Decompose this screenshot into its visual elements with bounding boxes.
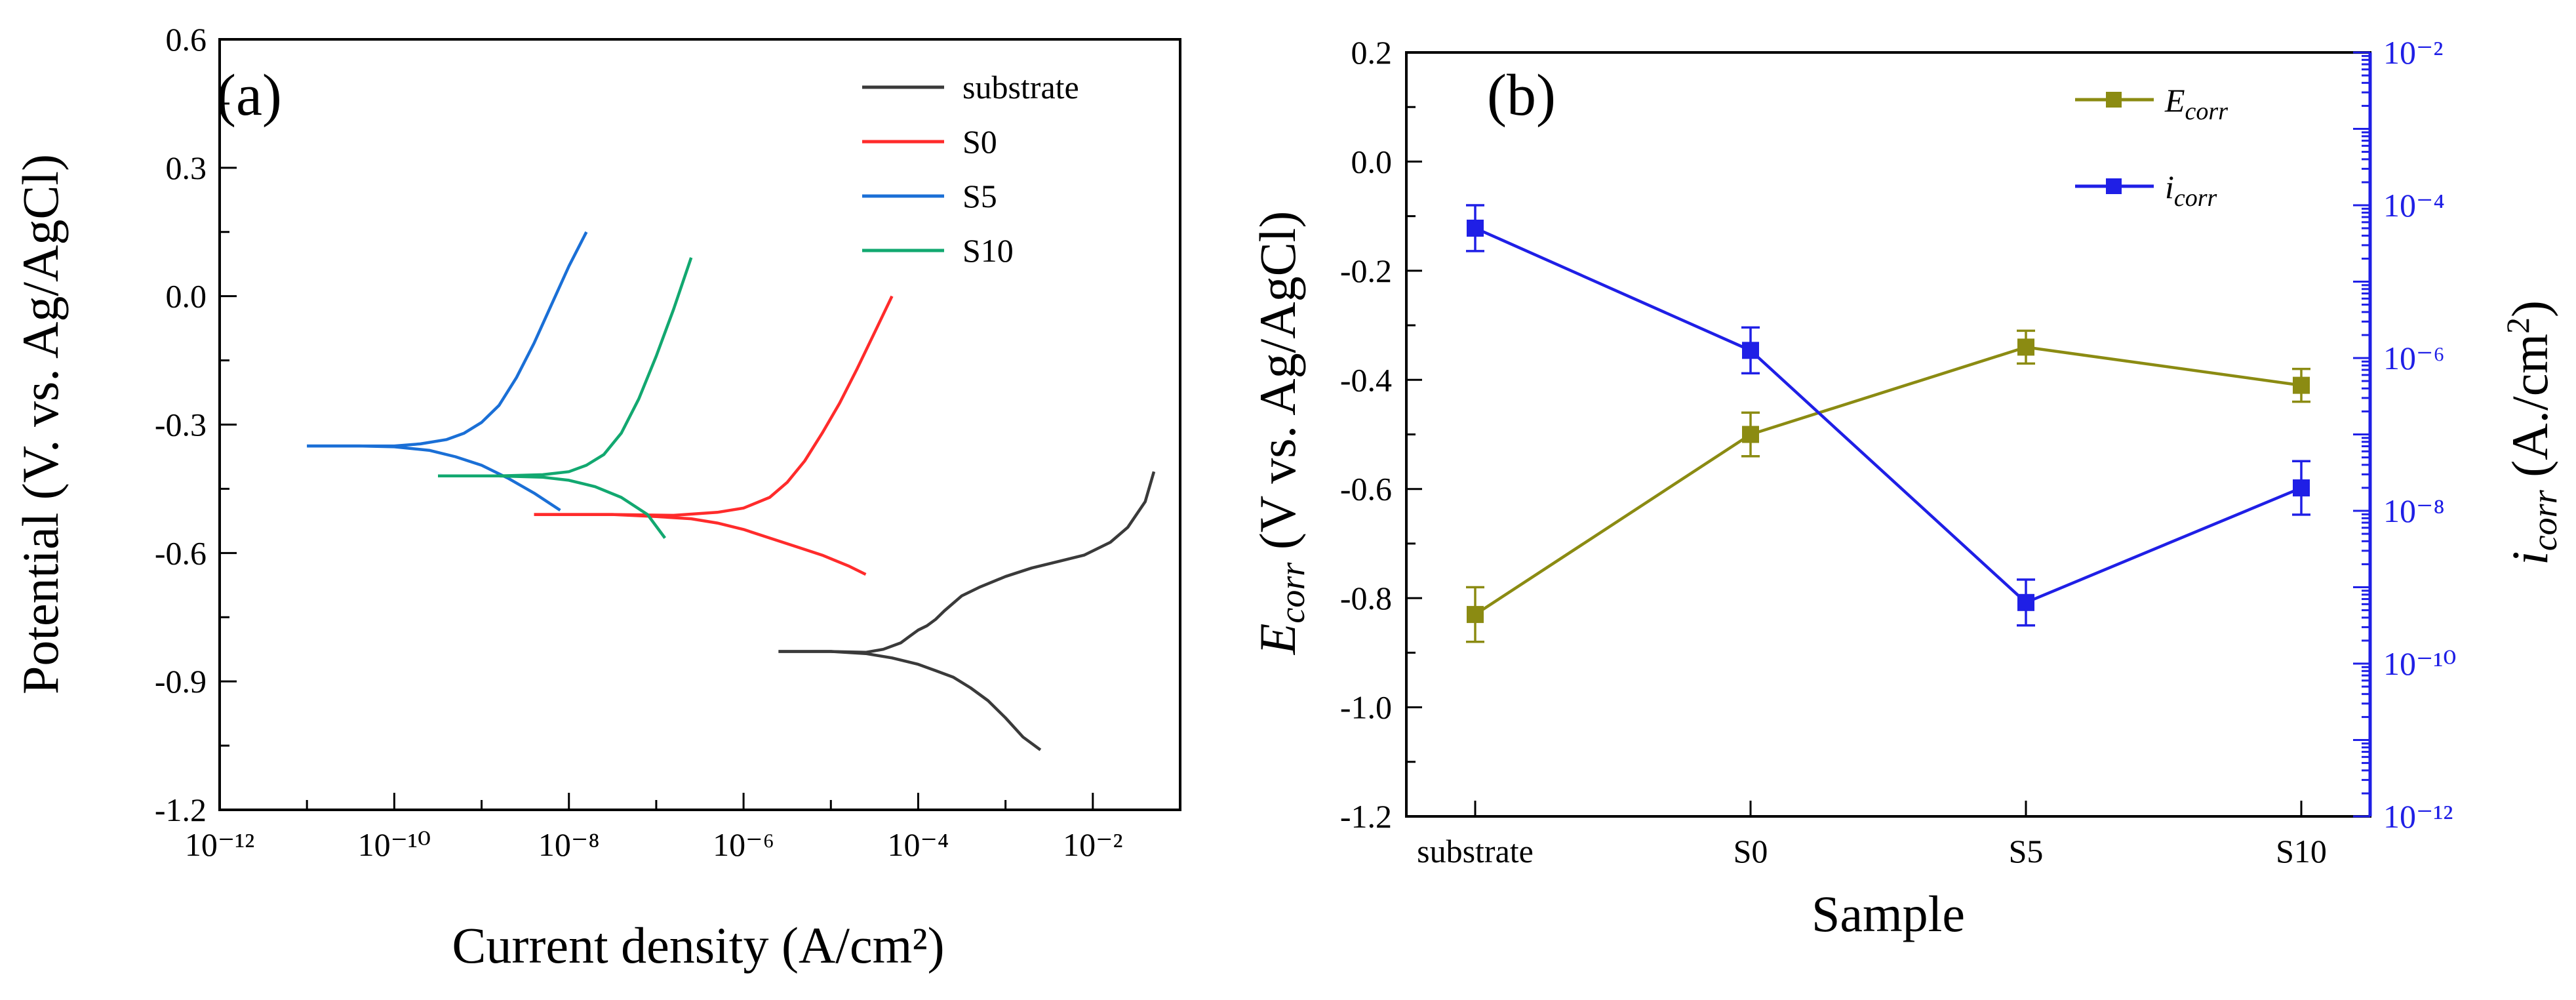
panel-a-y-ticks: -1.2 -0.9 -0.6 -0.3 0.0 0.3 0.6 bbox=[155, 21, 237, 828]
y-tick-label: 0.3 bbox=[166, 150, 207, 186]
y-tick-label: -0.3 bbox=[155, 407, 207, 443]
x-tick-label: 10⁻¹⁰ bbox=[358, 826, 431, 863]
panel-b-y2-axis-title: icorr (A./cm2) bbox=[2499, 300, 2564, 565]
series-line-ecorr bbox=[1474, 346, 2302, 616]
panel-b-series bbox=[1466, 204, 2310, 643]
panel-a-legend: substrate S0 S5 S10 bbox=[862, 69, 1079, 269]
panel-a-series bbox=[307, 231, 1156, 751]
y2-tick-label: 10⁻² bbox=[2383, 34, 2443, 71]
legend-label-substrate: substrate bbox=[962, 69, 1079, 106]
point-ecorr-s10 bbox=[2293, 376, 2310, 394]
panel-b-x-ticks: substrate S0 S5 S10 bbox=[1417, 801, 2327, 870]
panel-b-y2-title-main: i bbox=[2501, 551, 2558, 565]
panel-b-y2-title-close: ) bbox=[2501, 300, 2558, 317]
panel-b-y-axis-title: Ecorr (V vs. Ag/AgCl) bbox=[1249, 211, 1312, 656]
panel-b-y-title-main: E bbox=[1249, 624, 1306, 656]
point-icorr-s5 bbox=[2017, 593, 2034, 611]
legend-label-main: E bbox=[2164, 82, 2185, 119]
panel-a-frame bbox=[218, 38, 1181, 811]
category-label: S5 bbox=[2009, 833, 2044, 870]
curve-s0-cathodic bbox=[534, 513, 867, 576]
legend-label-main: i bbox=[2165, 169, 2174, 205]
point-ecorr-s0 bbox=[1742, 426, 1759, 443]
panel-b-y-title-rest: (V vs. Ag/AgCl) bbox=[1249, 211, 1306, 563]
curve-substrate-cathodic bbox=[778, 650, 1042, 751]
legend-label-icorr: icorr bbox=[2165, 169, 2217, 212]
y-tick-label: -0.6 bbox=[155, 534, 207, 571]
y2-tick-label: 10⁻¹² bbox=[2383, 798, 2453, 835]
category-label: S10 bbox=[2276, 833, 2327, 870]
legend-label-sub: corr bbox=[2185, 98, 2229, 125]
legend-label-sub: corr bbox=[2174, 184, 2217, 212]
legend-marker-ecorr bbox=[2106, 92, 2122, 108]
y-tick-label: 0.0 bbox=[1351, 143, 1393, 180]
y-tick-label: -0.8 bbox=[1340, 580, 1392, 616]
panel-a: (a) 10⁻¹² 10⁻¹⁰ 10⁻⁸ 10⁻⁶ 10⁻⁴ 10⁻² -1.2-0.9-… bbox=[12, 21, 1181, 974]
y2-tick-label: 10⁻¹⁰ bbox=[2383, 645, 2456, 682]
y-tick-label: -1.0 bbox=[1340, 689, 1392, 726]
legend-label-s10: S10 bbox=[962, 232, 1014, 269]
x-tick-label: 10⁻⁴ bbox=[888, 826, 949, 863]
y2-tick-label: 10⁻⁴ bbox=[2383, 187, 2445, 224]
curve-s5-anodic bbox=[307, 231, 588, 448]
panel-a-x-ticks: 10⁻¹² 10⁻¹⁰ 10⁻⁸ 10⁻⁶ 10⁻⁴ 10⁻² bbox=[185, 793, 1181, 863]
panel-b-y2-title-rest: (A./cm bbox=[2501, 334, 2558, 490]
y-tick-label: -1.2 bbox=[1340, 798, 1392, 835]
category-label: substrate bbox=[1417, 833, 1534, 870]
panel-b-label: (b) bbox=[1487, 63, 1556, 128]
y-tick-label: -0.4 bbox=[1340, 361, 1392, 398]
panel-a-label: (a) bbox=[216, 63, 282, 128]
panel-b-y-ticks: -1.2 -1.0 -0.8 -0.6 -0.4 -0.2 0.0 0.2 bbox=[1340, 34, 1422, 835]
point-icorr-s0 bbox=[1742, 342, 1759, 359]
category-label: S0 bbox=[1734, 833, 1768, 870]
legend-label-ecorr: Ecorr bbox=[2164, 82, 2228, 125]
x-tick-label: 10⁻² bbox=[1063, 826, 1122, 863]
curve-s5-cathodic bbox=[307, 444, 561, 511]
panel-b-y2-title-sup: 2 bbox=[2499, 317, 2536, 334]
point-icorr-substrate bbox=[1467, 219, 1484, 237]
panel-a-x-axis-title: Current density (A/cm²) bbox=[452, 917, 944, 974]
y-tick-label: -1.2 bbox=[155, 791, 207, 828]
y2-tick-label: 10⁻⁸ bbox=[2383, 492, 2445, 529]
x-tick-label: 10⁻¹² bbox=[185, 826, 254, 863]
legend-marker-icorr bbox=[2106, 178, 2122, 194]
curve-s10-cathodic bbox=[438, 474, 667, 539]
point-icorr-s10 bbox=[2293, 479, 2310, 497]
y-tick-label: 0.0 bbox=[166, 278, 207, 315]
y-tick-label: -0.2 bbox=[1340, 252, 1392, 289]
y2-tick-label: 10⁻⁶ bbox=[2383, 340, 2445, 376]
panel-b: (b) substrate S0 S5 S10 -1.2 -1.0 -0.8 -0.6 -0.… bbox=[1249, 34, 2564, 942]
curve-s10-anodic bbox=[438, 257, 693, 478]
panel-b-y2-ticks: 10⁻¹² 10⁻¹⁰ 10⁻⁸ 10⁻⁶ 10⁻⁴ 10⁻² bbox=[2353, 34, 2456, 835]
panel-a-y-axis-title: Potential (V. vs. Ag/AgCl) bbox=[12, 154, 69, 694]
y-tick-label: -0.9 bbox=[155, 663, 207, 700]
legend-label-s0: S0 bbox=[962, 123, 997, 160]
panel-b-y2-title-sub: corr bbox=[2525, 489, 2564, 551]
point-ecorr-s5 bbox=[2017, 338, 2034, 356]
y-tick-label: 0.2 bbox=[1351, 34, 1393, 71]
series-line-icorr bbox=[1475, 226, 2302, 605]
x-tick-label: 10⁻⁶ bbox=[713, 826, 774, 863]
panel-b-frame bbox=[1405, 51, 2371, 818]
panel-b-x-axis-title: Sample bbox=[1812, 885, 1965, 942]
y-tick-label: -0.6 bbox=[1340, 471, 1392, 508]
curve-s0-anodic bbox=[534, 295, 894, 517]
panel-b-y-title-sub: corr bbox=[1273, 562, 1312, 624]
x-tick-label: 10⁻⁸ bbox=[538, 826, 600, 863]
curve-substrate-anodic bbox=[778, 471, 1156, 654]
legend-label-s5: S5 bbox=[962, 178, 997, 214]
point-ecorr-substrate bbox=[1467, 606, 1484, 624]
y-tick-label: 0.6 bbox=[166, 21, 207, 58]
